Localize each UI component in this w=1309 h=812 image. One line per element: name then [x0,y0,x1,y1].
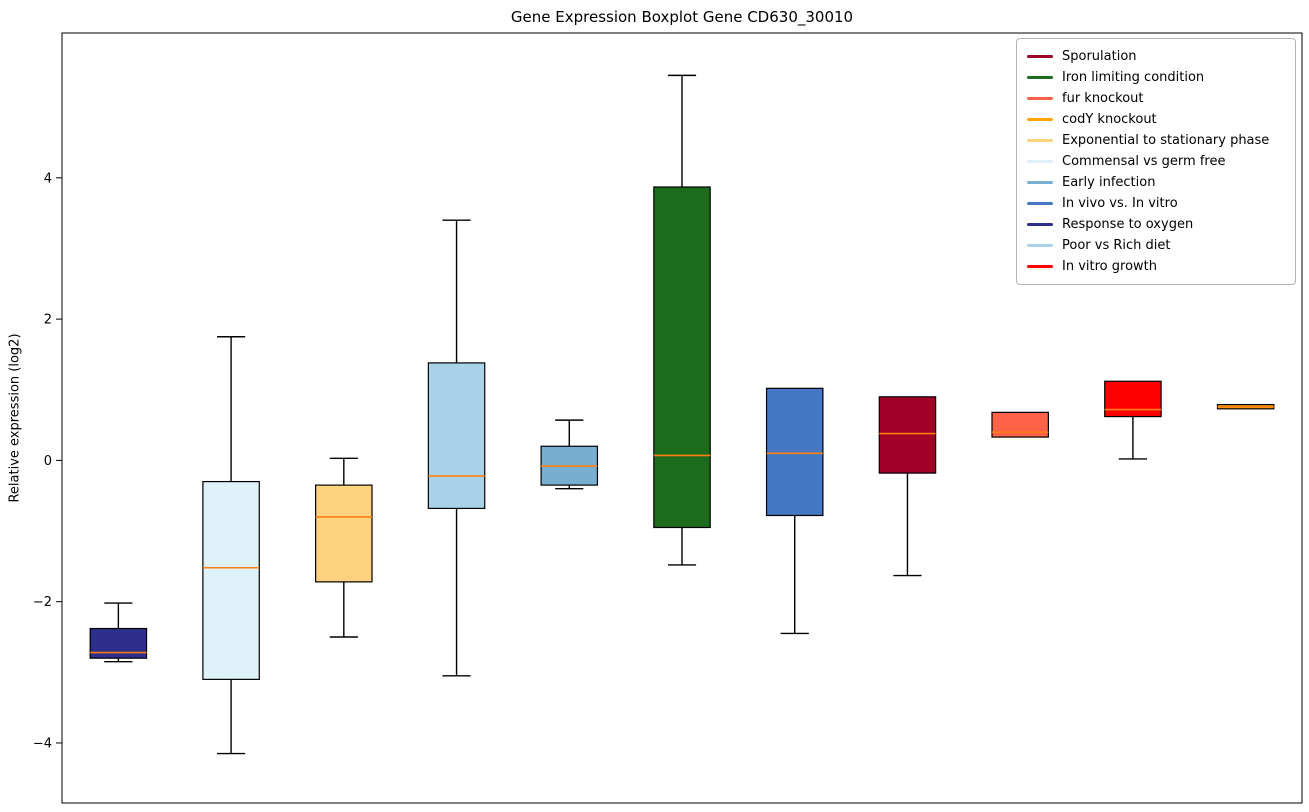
box-iron-limiting-condition [653,186,711,529]
box-response-to-oxygen [89,627,148,659]
legend-item: Iron limiting condition [1027,67,1285,88]
legend: Sporulation Iron limiting condition fur kn… [1016,38,1296,285]
legend-label: Response to oxygen [1062,217,1194,232]
legend-swatch [1027,97,1053,100]
legend-item: In vivo vs. In vitro [1027,193,1285,214]
box-poor-vs-rich-diet [427,362,486,510]
legend-label: In vivo vs. In vitro [1062,196,1178,211]
legend-swatch [1027,223,1053,226]
box-fur-knockout [991,411,1049,438]
y-tick-label: 2 [44,313,52,328]
box-in-vitro-growth [1104,380,1162,418]
box-sporulation [878,396,937,474]
y-tick-label: −4 [33,736,52,751]
legend-item: In vitro growth [1027,256,1285,277]
legend-label: In vitro growth [1062,259,1157,274]
legend-label: Iron limiting condition [1062,70,1205,85]
y-tick-label: 4 [44,171,52,186]
legend-swatch [1027,118,1053,121]
legend-swatch [1027,202,1053,205]
legend-swatch [1027,76,1053,79]
legend-item: Exponential to stationary phase [1027,130,1285,151]
legend-item: Early infection [1027,172,1285,193]
legend-label: Exponential to stationary phase [1062,133,1270,148]
legend-item: Commensal vs germ free [1027,151,1285,172]
box-commensal-vs-germ-free [202,480,260,680]
legend-label: fur knockout [1062,91,1144,106]
legend-item: fur knockout [1027,88,1285,109]
box-exponential-to-stationary-phase [315,484,373,583]
legend-swatch [1027,244,1053,247]
y-tick-label: 0 [44,454,52,469]
legend-swatch [1027,265,1053,268]
legend-label: Early infection [1062,175,1156,190]
y-tick-label: −2 [33,595,52,610]
chart-title: Gene Expression Boxplot Gene CD630_30010 [510,8,854,26]
legend-item: Poor vs Rich diet [1027,235,1285,256]
box-in-vivo-vs-in-vitro [765,387,824,517]
legend-item: Response to oxygen [1027,214,1285,235]
legend-swatch [1027,181,1053,184]
legend-label: Commensal vs germ free [1062,154,1226,169]
legend-label: Sporulation [1062,49,1137,64]
legend-swatch [1027,55,1053,58]
legend-label: codY knockout [1062,112,1157,127]
legend-swatch [1027,160,1053,163]
legend-item: codY knockout [1027,109,1285,130]
legend-label: Poor vs Rich diet [1062,238,1171,253]
legend-item: Sporulation [1027,46,1285,67]
legend-swatch [1027,139,1053,142]
